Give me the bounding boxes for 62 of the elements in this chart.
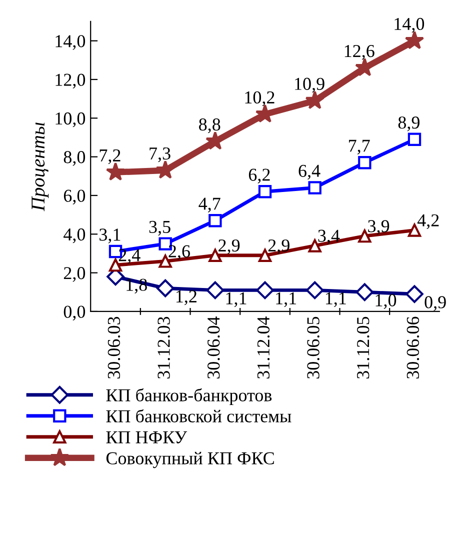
data-label: 6,2	[248, 168, 270, 184]
y-tick-label: 14,0	[56, 35, 86, 50]
data-label: 3,9	[368, 220, 390, 235]
data-label: 2,9	[268, 239, 290, 254]
point	[156, 279, 174, 298]
point	[208, 214, 222, 228]
data-label: 3,4	[318, 230, 340, 245]
data-label: 3,1	[100, 228, 120, 244]
point	[206, 281, 224, 300]
x-tick-label: 30.06.05	[307, 316, 320, 379]
legend-label: КП банковской системы	[106, 409, 292, 422]
point	[256, 281, 274, 300]
point	[308, 181, 322, 194]
data-label: 1,1	[276, 292, 296, 308]
x-tick-label: 30.06.06	[406, 316, 420, 379]
data-label: 7,3	[150, 147, 170, 162]
y-tick-label: 10,0	[56, 112, 86, 128]
data-label: 2,9	[218, 239, 240, 254]
data-label: 4,7	[198, 198, 220, 212]
data-label: 1,0	[376, 294, 396, 309]
point	[206, 131, 225, 150]
point	[306, 281, 324, 300]
legend-label: КП НФКУ	[106, 431, 188, 444]
legend-label: КП банков-банкротов	[106, 388, 272, 406]
y-tick-label: 0,0	[64, 306, 86, 320]
x-tick-label: 31.12.04	[257, 316, 270, 379]
point	[406, 285, 424, 303]
y-tick-label: 6,0	[64, 190, 86, 205]
x-tick-label: 30.06.04	[208, 316, 220, 379]
data-label: 7,7	[349, 140, 370, 154]
data-label: 8,9	[398, 116, 420, 132]
data-label: 2,6	[168, 245, 190, 260]
data-label: 2,4	[118, 249, 140, 264]
data-label: 4,2	[417, 214, 439, 230]
data-label: 1,2	[176, 290, 196, 306]
data-label: 0,9	[424, 296, 446, 311]
data-label: 10,9	[295, 78, 324, 93]
x-tick-label: 31.12.03	[158, 316, 170, 379]
y-tick-label: 4,0	[64, 228, 86, 244]
point	[408, 132, 422, 146]
data-label: 10,2	[245, 91, 274, 106]
point	[356, 283, 374, 302]
y-tick-label: 8,0	[64, 151, 86, 166]
data-label: 3,5	[149, 220, 170, 236]
data-label: 1,8	[126, 278, 147, 294]
point	[258, 185, 272, 198]
x-tick-label: 31.12.05	[357, 316, 370, 379]
y-tick-label: 12,0	[56, 74, 86, 89]
data-label: 1,1	[226, 292, 246, 308]
data-label: 12,6	[344, 44, 374, 60]
legend-label: Совокупный КП ФКС	[106, 452, 274, 468]
data-label: 8,8	[199, 118, 220, 134]
data-label: 7,2	[100, 149, 120, 164]
y-axis-title: Проценты	[32, 122, 49, 212]
point	[156, 160, 175, 179]
x-tick-label: 30.06.03	[108, 316, 120, 379]
point	[358, 156, 372, 170]
data-label: 1,1	[326, 292, 346, 308]
y-tick-label: 2,0	[64, 267, 86, 282]
data-label: 6,4	[298, 164, 320, 180]
point	[106, 162, 126, 181]
data-label: 14,0	[394, 18, 424, 33]
